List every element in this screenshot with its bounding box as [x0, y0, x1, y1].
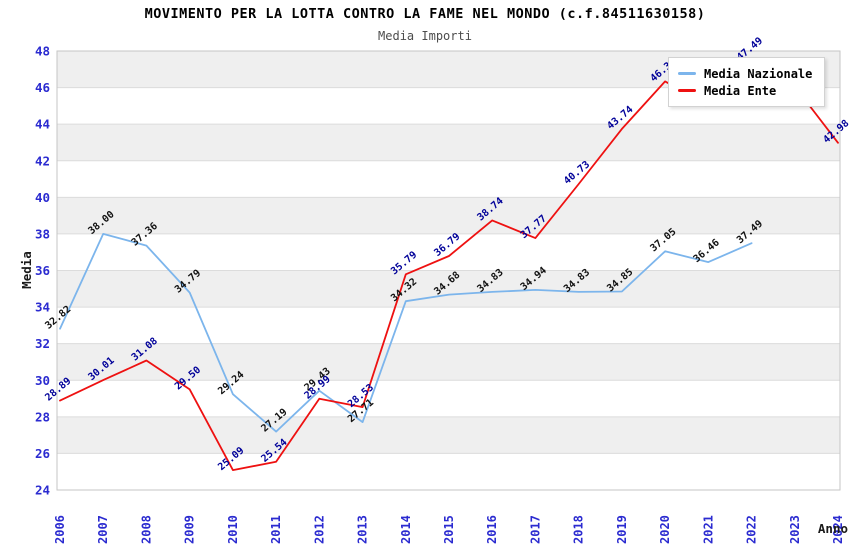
- y-axis-tick-label: 28: [35, 409, 50, 424]
- y-axis-tick-label: 30: [35, 373, 50, 388]
- plot-band: [57, 416, 840, 454]
- x-axis-tick-label: 2018: [572, 515, 586, 544]
- y-axis-tick-label: 24: [35, 483, 50, 498]
- plot-band: [57, 270, 840, 308]
- legend-marker-ente-icon: [678, 89, 696, 92]
- x-axis-tick-label: 2021: [701, 515, 715, 544]
- x-axis-tick-label: 2015: [442, 515, 456, 544]
- plot-border: [56, 50, 841, 491]
- x-axis-tick-label: 2007: [96, 515, 110, 544]
- plot-band: [57, 343, 840, 381]
- x-axis-tick-label: 2022: [745, 515, 759, 544]
- y-axis-tick-label: 32: [35, 336, 50, 351]
- y-axis-tick-label: 40: [35, 190, 50, 205]
- x-axis-tick-label: 2020: [658, 515, 672, 544]
- x-axis-tick-label: 2010: [226, 515, 240, 544]
- y-axis-tick-label: 42: [35, 153, 50, 168]
- y-axis-tick-label: 46: [35, 80, 50, 95]
- plot-band: [57, 124, 840, 161]
- legend-item-media-nazionale[interactable]: Media Nazionale: [678, 65, 812, 82]
- x-axis-tick-label: 2006: [53, 515, 67, 544]
- x-axis-tick-label: 2011: [269, 515, 283, 544]
- x-axis-tick-label: 2014: [399, 515, 413, 544]
- chart-title: MOVIMENTO PER LA LOTTA CONTRO LA FAME NE…: [144, 6, 706, 22]
- x-axis-tick-label: 2013: [356, 515, 370, 544]
- y-axis-tick-label: 34: [35, 300, 50, 315]
- y-axis-tick-label: 44: [35, 117, 50, 132]
- x-axis-tick-label: 2023: [788, 515, 802, 544]
- legend-box: Media Nazionale Media Ente: [668, 57, 826, 107]
- legend-marker-nazionale-icon: [678, 72, 696, 75]
- legend-label-nazionale: Media Nazionale: [704, 66, 813, 81]
- chart-subtitle: Media Importi: [378, 29, 472, 43]
- y-axis-tick-label: 36: [35, 263, 50, 278]
- y-axis-title: Media: [19, 251, 34, 289]
- plot-band: [57, 197, 840, 234]
- x-axis-tick-label: 2017: [528, 515, 542, 544]
- legend-item-media-ente[interactable]: Media Ente: [678, 82, 812, 99]
- x-axis-tick-label: 2009: [183, 515, 197, 544]
- x-axis-tick-label: 2012: [312, 515, 326, 544]
- y-axis-tick-label: 38: [35, 226, 50, 241]
- data-label-media-ente: 36.79: [432, 231, 462, 259]
- x-axis-tick-label: 2024: [831, 515, 845, 544]
- x-axis-tick-label: 2016: [485, 515, 499, 544]
- series-line-media-ente[interactable]: [59, 59, 839, 471]
- x-axis-title: Anno: [818, 521, 848, 536]
- legend-label-ente: Media Ente: [704, 83, 777, 98]
- x-axis-tick-label: 2019: [615, 515, 629, 544]
- y-axis-tick-label: 26: [35, 446, 50, 461]
- series-line-media-nazionale[interactable]: [59, 233, 753, 433]
- x-axis-tick-label: 2008: [139, 515, 153, 544]
- y-axis-tick-label: 48: [35, 44, 50, 59]
